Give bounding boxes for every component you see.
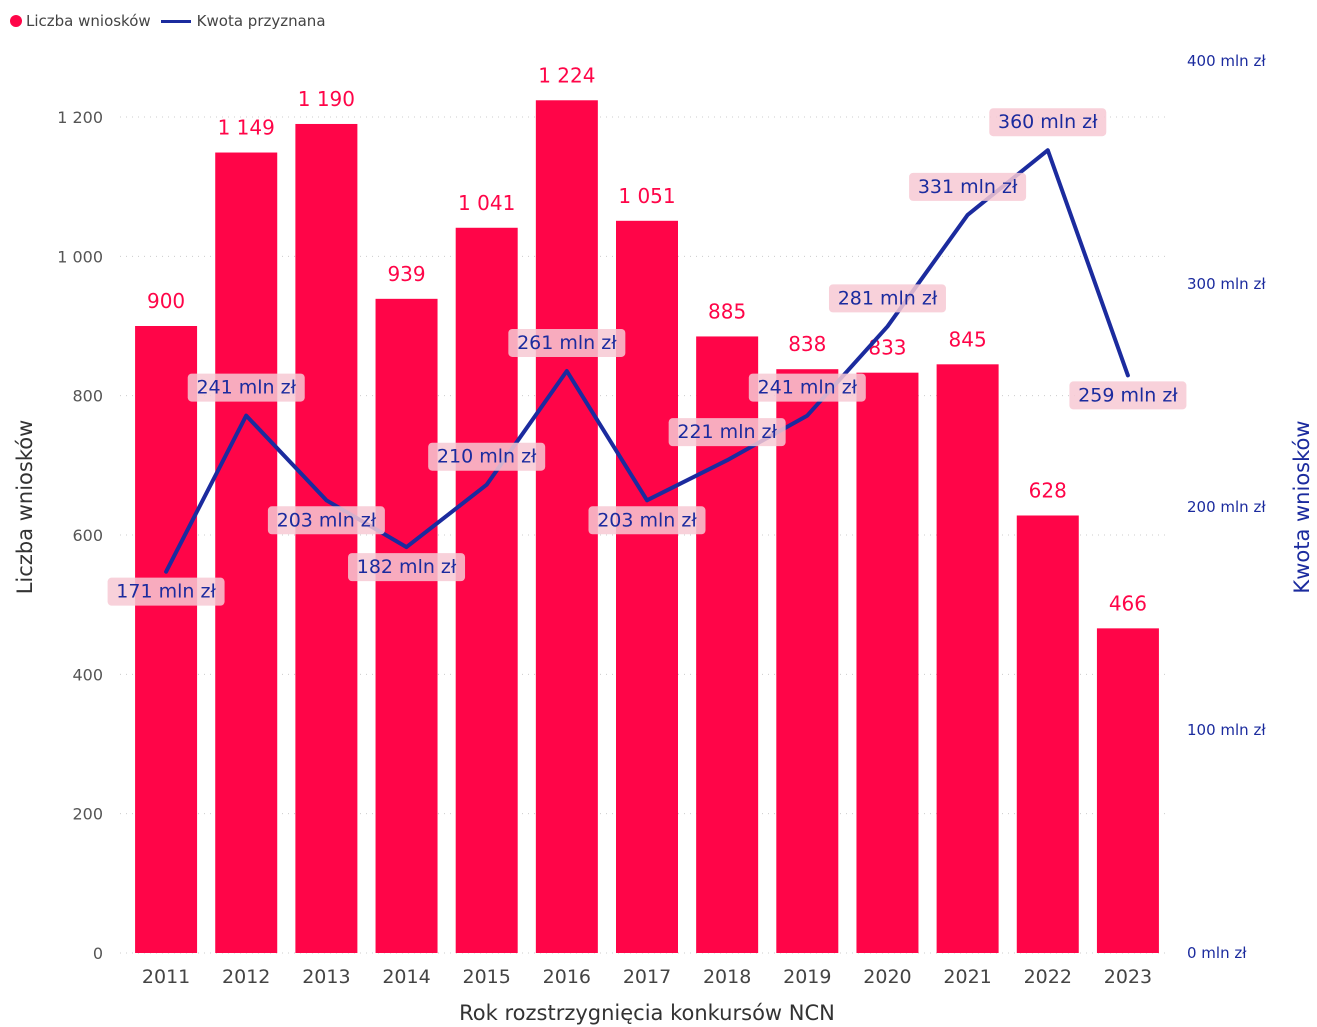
line-label-box xyxy=(107,577,225,606)
legend-item-line[interactable]: Kwota przyznana xyxy=(160,12,326,30)
line-label-box xyxy=(508,328,626,357)
bar-2015 xyxy=(455,227,518,953)
bar-value-label: 1 149 xyxy=(218,116,275,140)
y-right-tick-label: 200 mln zł xyxy=(1187,498,1266,516)
x-tick-label: 2021 xyxy=(943,966,991,988)
legend-line-swatch xyxy=(160,19,191,23)
y-right-tick-label: 300 mln zł xyxy=(1187,275,1266,293)
line-value-label: 171 mln zł xyxy=(116,581,216,603)
line-value-label: 360 mln zł xyxy=(998,111,1098,133)
bar-2013 xyxy=(295,123,358,953)
legend: Liczba wniosków Kwota przyznana xyxy=(10,12,336,30)
line-label-box xyxy=(1069,381,1187,410)
y-left-tick-label: 400 xyxy=(72,665,103,684)
x-tick-label: 2013 xyxy=(302,966,350,988)
line-value-label: 241 mln zł xyxy=(196,377,296,399)
x-tick-label: 2014 xyxy=(382,966,430,988)
x-tick-label: 2020 xyxy=(863,966,911,988)
line-value-label: 241 mln zł xyxy=(758,377,858,399)
y-right-tick-label: 400 mln zł xyxy=(1187,52,1266,70)
line-label-box xyxy=(267,506,385,535)
bar-2016 xyxy=(535,100,598,953)
line-label-box xyxy=(428,442,546,471)
line-value-label: 221 mln zł xyxy=(677,421,777,443)
bar-2011 xyxy=(135,326,198,953)
bar-2023 xyxy=(1096,628,1159,953)
bar-2019 xyxy=(776,369,839,953)
bar-value-label: 939 xyxy=(387,262,425,286)
bar-2014 xyxy=(375,298,438,954)
x-tick-label: 2017 xyxy=(623,966,671,988)
bar-value-label: 845 xyxy=(949,327,987,351)
bar-2022 xyxy=(1016,515,1079,953)
bar-2021 xyxy=(936,364,999,954)
legend-bars-swatch xyxy=(10,15,22,27)
x-axis-title: Rok rozstrzygnięcia konkursów NCN xyxy=(459,1001,835,1025)
line-label-box xyxy=(748,373,866,402)
line-label-box xyxy=(187,373,305,402)
line-label-box xyxy=(828,284,946,313)
bar-value-label: 885 xyxy=(708,299,746,323)
line-label-box xyxy=(348,553,466,582)
x-tick-label: 2018 xyxy=(703,966,751,988)
x-tick-label: 2023 xyxy=(1104,966,1152,988)
y-left-tick-label: 600 xyxy=(72,526,103,545)
line-value-label: 259 mln zł xyxy=(1078,384,1178,406)
line-value-label: 210 mln zł xyxy=(437,446,537,468)
bar-2017 xyxy=(616,220,678,953)
y-left-axis-title: Liczba wniosków xyxy=(13,420,37,595)
y-right-tick-label: 100 mln zł xyxy=(1187,721,1266,739)
bar-value-label: 838 xyxy=(788,332,826,356)
y-left-tick-label: 1 000 xyxy=(57,247,103,266)
bar-value-label: 1 041 xyxy=(458,191,515,215)
x-tick-label: 2019 xyxy=(783,966,831,988)
x-tick-label: 2012 xyxy=(222,966,270,988)
bar-value-label: 1 224 xyxy=(538,63,595,87)
legend-bars-label: Liczba wniosków xyxy=(26,12,151,30)
x-tick-label: 2016 xyxy=(543,966,591,988)
line-value-label: 281 mln zł xyxy=(838,287,938,309)
y-left-tick-label: 0 xyxy=(93,944,103,963)
line-value-label: 182 mln zł xyxy=(357,556,457,578)
bar-value-label: 628 xyxy=(1029,478,1067,502)
x-tick-label: 2022 xyxy=(1024,966,1072,988)
line-label-box xyxy=(588,506,706,535)
y-left-tick-label: 800 xyxy=(72,387,103,406)
y-right-tick-label: 0 mln zł xyxy=(1187,944,1247,962)
bar-value-label: 1 051 xyxy=(618,184,675,208)
line-value-label: 203 mln zł xyxy=(597,509,697,531)
bar-2020 xyxy=(856,372,919,954)
x-tick-label: 2015 xyxy=(463,966,511,988)
line-label-box xyxy=(668,418,786,447)
line-series-kwota xyxy=(164,148,1130,574)
y-left-tick-label: 200 xyxy=(72,805,103,824)
legend-line-label: Kwota przyznana xyxy=(196,12,326,30)
line-value-label: 203 mln zł xyxy=(277,509,377,531)
line-label-box xyxy=(909,172,1027,201)
bar-value-label: 900 xyxy=(147,289,185,313)
bar-value-label: 466 xyxy=(1109,591,1147,615)
y-left-tick-label: 1 200 xyxy=(57,108,103,127)
bar-value-label: 1 190 xyxy=(298,87,355,111)
x-tick-label: 2011 xyxy=(142,966,190,988)
line-value-label: 261 mln zł xyxy=(517,332,617,354)
bar-2012 xyxy=(215,152,278,953)
line-value-label: 331 mln zł xyxy=(918,176,1018,198)
y-right-axis-title: Kwota wniosków xyxy=(1290,420,1314,593)
legend-item-bars[interactable]: Liczba wniosków xyxy=(10,12,151,30)
line-label-box xyxy=(989,108,1107,137)
